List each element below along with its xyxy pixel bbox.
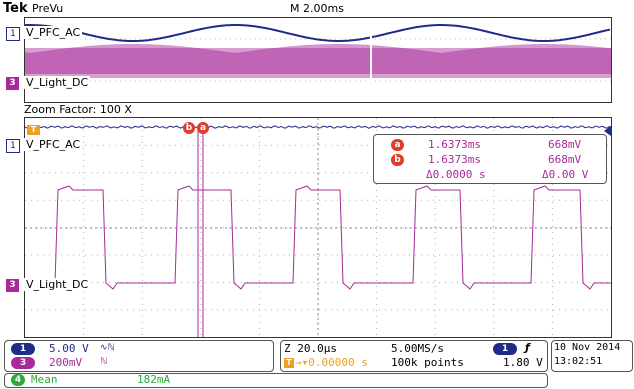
zoom-factor-label: Zoom Factor: 100 X [24, 103, 132, 116]
trigger-position-badge-text: T [286, 358, 292, 367]
overview-ch3-marker-icon[interactable]: 3 [6, 77, 19, 90]
zoom-trigger-marker-text: T [30, 125, 37, 134]
overview-traces [24, 18, 612, 102]
overview-waveform-window[interactable] [24, 17, 612, 103]
trigger-source-badge[interactable]: 1 [493, 343, 517, 355]
cursor-a-value: 668mV [548, 138, 582, 151]
time-label: 13:02:51 [554, 356, 603, 367]
measurement-badge-text: 4 [14, 375, 22, 385]
ch1-scale: 5.00 V [49, 342, 89, 355]
readout-b-icon: b [391, 154, 404, 166]
zoom-ch3-trace [25, 185, 611, 290]
trigger-position: →▾0.00000 s [295, 356, 368, 369]
zoom-ch1-label: V_PFC_AC [24, 138, 83, 151]
record-length: 100k points [391, 356, 464, 369]
readout-a-marker-text: a [394, 140, 401, 150]
ch3-scale: 200mV [49, 356, 83, 369]
cursor-readout-panel[interactable]: a 1.6373ms 668mV b 1.6373ms 668mV Δ0.000… [373, 134, 607, 184]
ch3-badge[interactable]: 3 [11, 357, 35, 369]
trigger-level: 1.80 V [503, 356, 543, 369]
zoom-time-scale: Z 20.0µs [284, 342, 337, 355]
cursor-delta-time: Δ0.0000 s [426, 168, 486, 181]
brand-label: Tek [3, 1, 28, 16]
readout-a-icon: a [391, 139, 404, 151]
zoom-trigger-marker-icon[interactable]: T [27, 125, 40, 135]
overview-ch1-marker-icon[interactable]: 1 [6, 27, 20, 41]
measurement-value: 182mA [137, 373, 171, 386]
overview-ch3-marker-text: 3 [9, 78, 16, 88]
zoom-right-arrow-icon [604, 126, 611, 136]
trigger-source-text: 1 [501, 344, 509, 354]
timebase-label: M 2.00ms [290, 2, 344, 15]
measurement-type: Mean [31, 373, 58, 386]
cursor-a-icon[interactable]: a [197, 122, 209, 134]
readout-b-marker-text: b [394, 155, 401, 165]
overview-ch1-trace [24, 24, 611, 42]
zoom-ch1-marker-text: 1 [10, 141, 16, 151]
sample-rate: 5.00MS/s [391, 342, 444, 355]
overview-ch1-label: V_PFC_AC [24, 26, 83, 39]
channel-settings-panel[interactable]: 1 5.00 V ∿ℕ 3 200mV ℕ [4, 340, 274, 372]
zoom-ch1-trace [24, 125, 611, 129]
zoom-ch1-marker-icon[interactable]: 1 [6, 139, 20, 153]
zoom-ch3-marker-icon[interactable]: 3 [6, 279, 19, 292]
cursor-b-value: 668mV [548, 153, 582, 166]
ch1-coupling-icon: ∿ℕ [100, 343, 115, 353]
timebase-panel[interactable]: Z 20.0µs 5.00MS/s T →▾0.00000 s 100k poi… [280, 340, 548, 372]
measurement-panel[interactable]: 4 Mean 182mA [4, 373, 548, 388]
overview-ch3-label: V_Light_DC [24, 76, 91, 89]
overview-ch1-marker-text: 1 [10, 29, 16, 39]
overview-ch3-trace [24, 44, 612, 78]
trigger-position-badge: T [284, 358, 294, 368]
ch3-badge-text: 3 [19, 358, 27, 368]
cursor-a-time: 1.6373ms [428, 138, 481, 151]
cursor-b-icon[interactable]: b [183, 122, 195, 134]
cursor-b-marker-text: b [185, 123, 193, 133]
ch1-badge-text: 1 [19, 344, 27, 354]
ch3-coupling-icon: ℕ [100, 357, 108, 367]
zoom-ch3-marker-text: 3 [9, 280, 16, 290]
ch1-badge[interactable]: 1 [11, 343, 35, 355]
zoom-ch3-label: V_Light_DC [24, 278, 91, 291]
datetime-panel: 10 Nov 2014 13:02:51 [551, 340, 633, 372]
cursor-b-time: 1.6373ms [428, 153, 481, 166]
cursor-delta-value: Δ0.00 V [542, 168, 589, 181]
trigger-slope-icon: ƒ [525, 341, 530, 354]
mode-label: PreVu [32, 2, 64, 15]
date-label: 10 Nov 2014 [554, 342, 621, 353]
cursor-a-marker-text: a [199, 123, 207, 133]
measurement-badge: 4 [11, 374, 25, 386]
